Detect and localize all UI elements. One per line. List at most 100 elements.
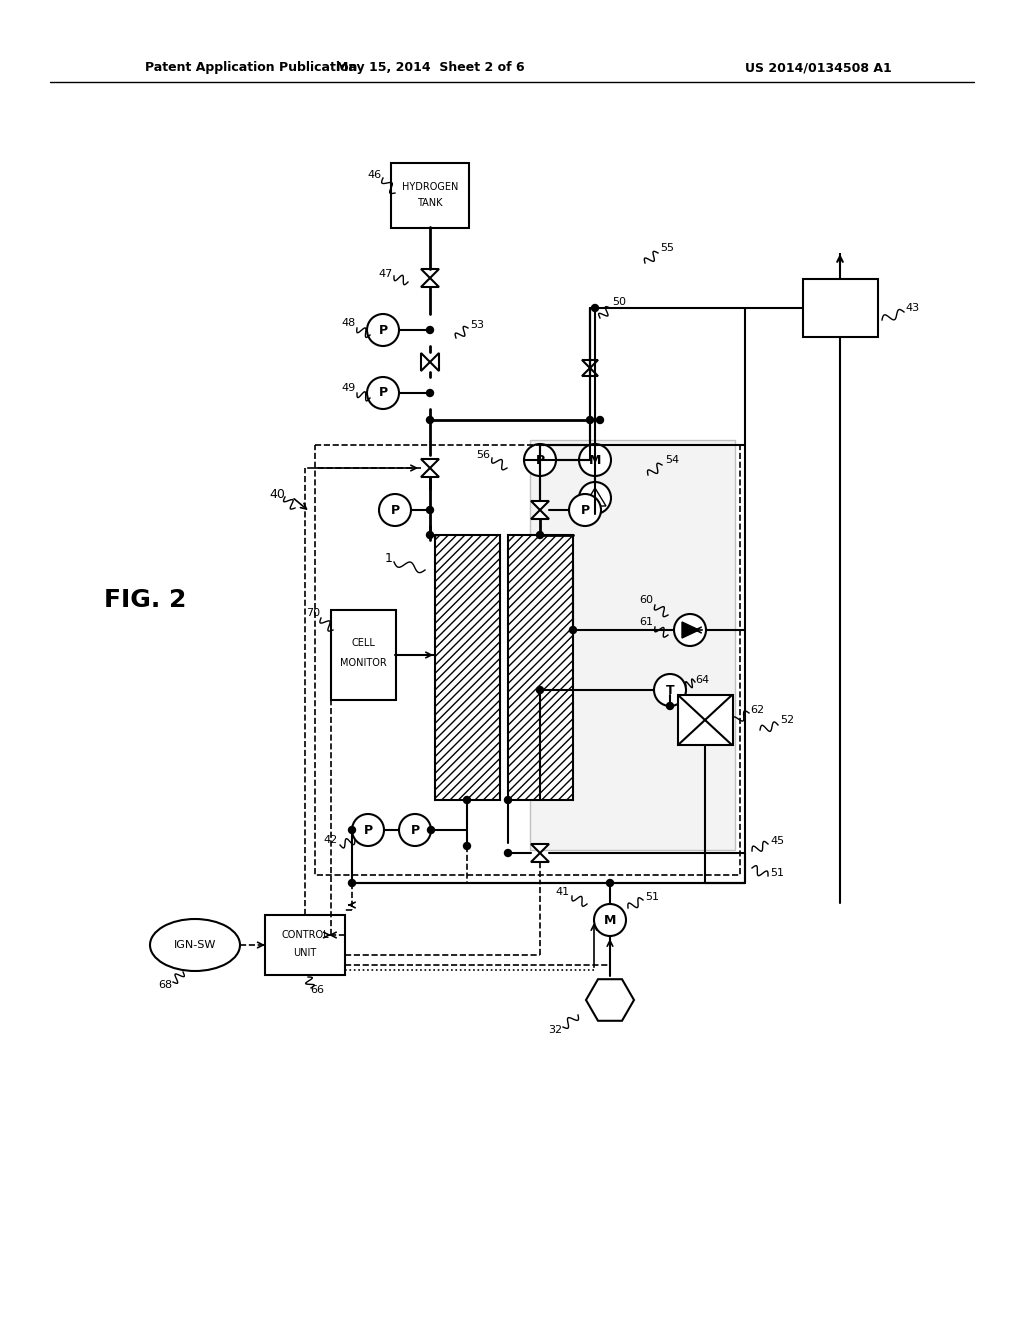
Text: 50: 50 xyxy=(612,297,626,308)
Polygon shape xyxy=(421,459,439,469)
Circle shape xyxy=(352,814,384,846)
Circle shape xyxy=(579,444,611,477)
Bar xyxy=(803,279,878,337)
Polygon shape xyxy=(531,502,549,510)
Polygon shape xyxy=(531,843,549,853)
Circle shape xyxy=(537,686,544,693)
Text: P: P xyxy=(390,503,399,516)
Text: 68: 68 xyxy=(158,979,172,990)
Polygon shape xyxy=(531,510,549,519)
Bar xyxy=(678,696,733,744)
Text: HYDROGEN: HYDROGEN xyxy=(401,182,458,191)
Circle shape xyxy=(427,507,433,513)
Text: P: P xyxy=(379,323,387,337)
Circle shape xyxy=(587,457,594,463)
Text: P: P xyxy=(364,824,373,837)
Text: 56: 56 xyxy=(476,450,490,459)
Text: 51: 51 xyxy=(770,869,784,878)
Text: US 2014/0134508 A1: US 2014/0134508 A1 xyxy=(745,62,892,74)
Text: 55: 55 xyxy=(660,243,674,253)
Circle shape xyxy=(427,326,433,334)
Text: 45: 45 xyxy=(770,836,784,846)
Circle shape xyxy=(464,796,470,804)
Polygon shape xyxy=(421,279,439,286)
Polygon shape xyxy=(584,488,606,506)
Circle shape xyxy=(399,814,431,846)
Circle shape xyxy=(654,675,686,706)
Text: 51: 51 xyxy=(645,892,659,902)
Text: 66: 66 xyxy=(310,985,324,995)
Circle shape xyxy=(674,614,706,645)
Circle shape xyxy=(348,826,355,833)
Text: 47: 47 xyxy=(379,269,393,279)
Circle shape xyxy=(427,826,434,833)
Circle shape xyxy=(505,796,512,804)
Polygon shape xyxy=(586,979,634,1020)
Bar xyxy=(391,162,469,228)
Text: Patent Application Publication: Patent Application Publication xyxy=(145,62,357,74)
Circle shape xyxy=(367,378,399,409)
Text: 61: 61 xyxy=(639,616,653,627)
Circle shape xyxy=(427,417,433,424)
Circle shape xyxy=(524,444,556,477)
Text: 43: 43 xyxy=(905,304,920,313)
Bar xyxy=(331,610,396,700)
Polygon shape xyxy=(430,352,439,371)
Text: TANK: TANK xyxy=(417,198,442,209)
Circle shape xyxy=(569,494,601,525)
Circle shape xyxy=(597,417,603,424)
Circle shape xyxy=(348,879,355,887)
Circle shape xyxy=(427,532,433,539)
Text: 48: 48 xyxy=(342,318,356,327)
Text: 62: 62 xyxy=(750,705,764,715)
Polygon shape xyxy=(582,368,598,376)
Text: 52: 52 xyxy=(780,715,795,725)
Text: 70: 70 xyxy=(306,609,319,618)
Circle shape xyxy=(594,904,626,936)
Circle shape xyxy=(427,389,433,396)
Circle shape xyxy=(579,482,611,513)
Text: 41: 41 xyxy=(556,887,570,898)
Text: P: P xyxy=(581,503,590,516)
Text: T: T xyxy=(666,684,675,697)
Circle shape xyxy=(367,314,399,346)
Text: P: P xyxy=(411,824,420,837)
Text: UNIT: UNIT xyxy=(293,948,316,958)
Circle shape xyxy=(537,532,544,539)
Circle shape xyxy=(606,879,613,887)
Text: 42: 42 xyxy=(324,836,338,845)
Circle shape xyxy=(505,850,512,857)
Text: FIG. 2: FIG. 2 xyxy=(103,587,186,612)
Polygon shape xyxy=(421,469,439,477)
Polygon shape xyxy=(531,853,549,862)
Text: P: P xyxy=(379,387,387,400)
Text: 60: 60 xyxy=(639,595,653,605)
Text: May 15, 2014  Sheet 2 of 6: May 15, 2014 Sheet 2 of 6 xyxy=(336,62,524,74)
Text: 40: 40 xyxy=(269,488,285,502)
Bar xyxy=(435,535,500,800)
Text: 1: 1 xyxy=(385,552,393,565)
Circle shape xyxy=(667,702,674,710)
Text: CELL: CELL xyxy=(351,638,375,648)
Text: 46: 46 xyxy=(368,170,382,180)
Circle shape xyxy=(569,627,577,634)
Bar xyxy=(508,535,573,800)
Ellipse shape xyxy=(150,919,240,972)
Circle shape xyxy=(587,417,594,424)
Text: P: P xyxy=(536,454,545,466)
Polygon shape xyxy=(421,352,430,371)
Text: M: M xyxy=(604,913,616,927)
Text: 49: 49 xyxy=(342,383,356,393)
Bar xyxy=(265,915,345,975)
Circle shape xyxy=(379,494,411,525)
Text: 64: 64 xyxy=(695,675,710,685)
Circle shape xyxy=(464,842,470,850)
Text: 32: 32 xyxy=(548,1026,562,1035)
Text: IGN-SW: IGN-SW xyxy=(174,940,216,950)
Bar xyxy=(530,440,735,850)
Text: 54: 54 xyxy=(665,455,679,465)
Text: CONTROL: CONTROL xyxy=(282,931,329,940)
Polygon shape xyxy=(682,622,699,638)
Text: M: M xyxy=(589,454,601,466)
Text: MONITOR: MONITOR xyxy=(340,657,386,668)
